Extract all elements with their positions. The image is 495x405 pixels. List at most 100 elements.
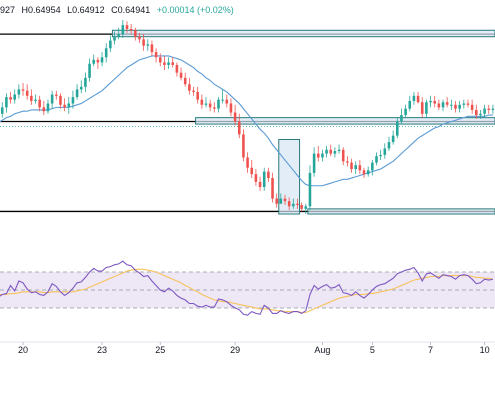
candle-body bbox=[454, 104, 457, 109]
candle-body bbox=[283, 198, 287, 202]
candle-body bbox=[462, 103, 466, 105]
candle bbox=[400, 108, 403, 125]
candle bbox=[337, 144, 341, 154]
candle bbox=[21, 82, 25, 96]
candle-body bbox=[408, 100, 412, 109]
candle-body bbox=[5, 97, 8, 108]
candle bbox=[287, 197, 291, 211]
zone-rectangle bbox=[307, 208, 495, 215]
candle-body bbox=[154, 52, 158, 58]
candle bbox=[79, 80, 83, 94]
candle-body bbox=[483, 108, 486, 114]
candle bbox=[30, 89, 33, 105]
candle bbox=[321, 149, 324, 162]
moving-average-line bbox=[0, 55, 493, 187]
candle bbox=[38, 95, 41, 112]
candle bbox=[454, 100, 457, 113]
candle bbox=[67, 97, 71, 114]
candle bbox=[192, 86, 195, 96]
candle-body bbox=[59, 95, 62, 105]
candle bbox=[175, 62, 179, 77]
candle-body bbox=[242, 134, 245, 158]
candle bbox=[55, 90, 58, 100]
candle bbox=[462, 99, 466, 109]
time-axis-label: 29 bbox=[230, 345, 240, 355]
candle bbox=[379, 149, 382, 161]
candle bbox=[34, 94, 37, 104]
candle-body bbox=[362, 170, 366, 175]
candle-body bbox=[479, 113, 482, 116]
candle bbox=[491, 104, 495, 114]
candle bbox=[429, 95, 432, 108]
candle bbox=[437, 99, 441, 110]
candle-body bbox=[117, 34, 120, 37]
candle bbox=[412, 91, 416, 105]
candle-body bbox=[308, 172, 312, 207]
candle bbox=[333, 147, 337, 158]
candle-body bbox=[146, 44, 150, 46]
candle-body bbox=[337, 149, 341, 152]
candle-body bbox=[0, 107, 4, 114]
candle bbox=[142, 34, 145, 51]
candle bbox=[146, 39, 150, 51]
candle-body bbox=[341, 149, 345, 162]
candle bbox=[267, 167, 270, 182]
candle bbox=[233, 104, 237, 126]
candle-body bbox=[175, 64, 179, 73]
candle bbox=[250, 160, 254, 179]
candle bbox=[408, 95, 412, 112]
candle bbox=[474, 104, 478, 119]
candle bbox=[42, 100, 46, 116]
candle-body bbox=[375, 156, 378, 163]
candle-body bbox=[445, 102, 449, 105]
candle bbox=[354, 161, 357, 175]
candle bbox=[375, 152, 378, 166]
candle-body bbox=[100, 57, 104, 63]
candle-body bbox=[491, 108, 495, 110]
candle-body bbox=[416, 95, 420, 103]
candle-body bbox=[92, 59, 96, 64]
candle bbox=[217, 97, 220, 113]
candle bbox=[221, 89, 224, 104]
candle-body bbox=[325, 149, 328, 154]
candle-body bbox=[316, 153, 320, 158]
candle bbox=[395, 117, 399, 139]
candle-body bbox=[466, 103, 470, 105]
candle-body bbox=[30, 95, 33, 101]
candle-body bbox=[75, 89, 79, 98]
candle-body bbox=[79, 86, 83, 90]
ohlc-high: H0.64954 bbox=[22, 5, 61, 15]
candle-body bbox=[366, 170, 370, 175]
candle-body bbox=[250, 167, 254, 175]
candle bbox=[391, 130, 395, 145]
candle bbox=[154, 48, 158, 63]
candle-body bbox=[208, 103, 212, 108]
candle-body bbox=[271, 178, 274, 199]
candle-body bbox=[158, 57, 162, 63]
candle-body bbox=[292, 203, 295, 207]
candle bbox=[158, 53, 162, 67]
candle bbox=[104, 43, 108, 63]
time-axis-label: 7 bbox=[428, 345, 433, 355]
candle-body bbox=[391, 135, 395, 143]
candle-body bbox=[63, 104, 66, 108]
candle-body bbox=[46, 103, 50, 112]
candle bbox=[346, 156, 349, 167]
candle-body bbox=[412, 95, 416, 101]
candle-body bbox=[167, 62, 170, 65]
candle-body bbox=[420, 102, 424, 114]
rsi-layer bbox=[0, 260, 494, 316]
candle bbox=[479, 109, 482, 119]
candle bbox=[17, 84, 21, 99]
candle-body bbox=[129, 28, 133, 31]
candle bbox=[483, 104, 486, 118]
candle bbox=[88, 58, 91, 82]
candle bbox=[121, 20, 125, 38]
candle bbox=[441, 99, 445, 112]
candle-body bbox=[379, 154, 382, 157]
candle bbox=[325, 145, 328, 158]
candle bbox=[312, 147, 316, 177]
candle-body bbox=[225, 99, 229, 104]
candle bbox=[237, 113, 241, 139]
candle bbox=[470, 99, 474, 114]
